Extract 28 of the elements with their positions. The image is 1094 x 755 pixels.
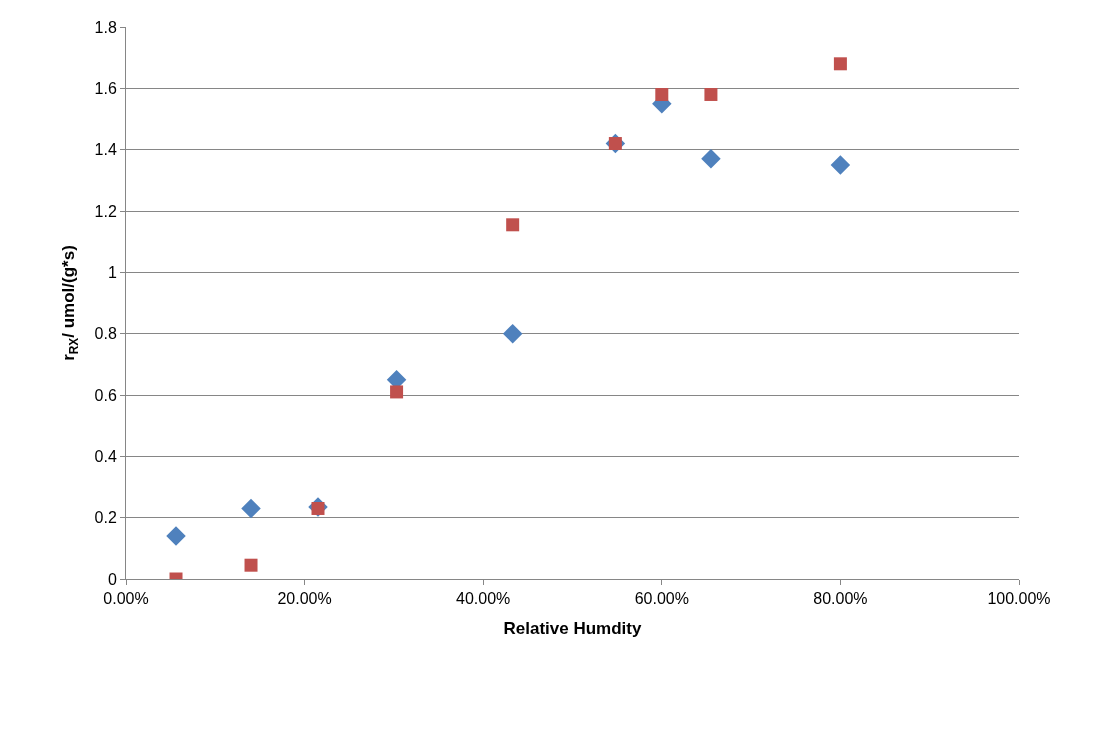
- y-tick-label: 0: [107, 570, 117, 588]
- y-tick-label: 1: [107, 263, 117, 281]
- point: [701, 149, 721, 169]
- y-tick-label: 0.6: [94, 386, 117, 404]
- y-tick-label: 0.8: [94, 325, 117, 343]
- point: [502, 323, 523, 344]
- x-axis-title: Relative Humdity: [503, 618, 642, 638]
- point: [704, 87, 718, 101]
- x-tick-label: 20.00%: [277, 590, 332, 608]
- point: [655, 87, 669, 101]
- y-tick-label: 0.2: [94, 509, 117, 527]
- y-tick-label: 1.4: [94, 141, 117, 159]
- point: [833, 57, 847, 71]
- point: [830, 155, 851, 175]
- y-tick-label: 1.6: [94, 79, 117, 97]
- y-tick-label: 1.8: [94, 18, 117, 36]
- y-tick-label: 0.4: [94, 447, 117, 465]
- x-tick-label: 0.00%: [103, 590, 149, 608]
- point: [241, 498, 261, 519]
- point: [390, 385, 404, 399]
- x-tick-label: 80.00%: [813, 590, 868, 608]
- point: [244, 558, 258, 572]
- y-tick-label: 1.2: [94, 202, 117, 220]
- x-tick-label: 40.00%: [456, 590, 511, 608]
- x-tick-label: 100.00%: [987, 590, 1051, 608]
- x-tick-label: 60.00%: [634, 590, 689, 608]
- point: [166, 526, 186, 546]
- point: [506, 218, 520, 232]
